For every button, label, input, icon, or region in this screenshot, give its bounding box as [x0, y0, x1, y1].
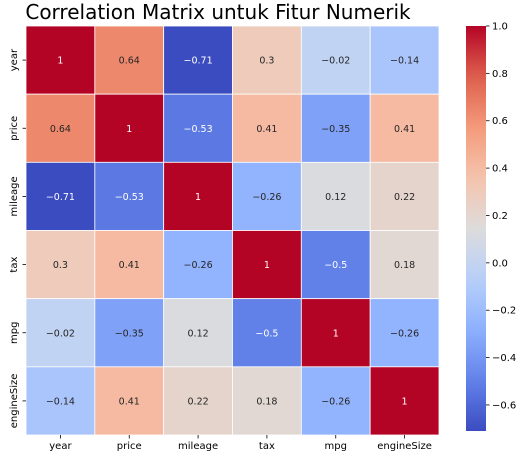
- heatmap-cell-mpg-mpg: [300, 298, 371, 368]
- colorbar-tick-label: −0.4: [492, 353, 516, 364]
- cell-value-label: 0.22: [188, 396, 209, 407]
- cell-value-label: 0.64: [119, 56, 140, 67]
- heatmap-cell-labels: 1 0.64 −0.71 0.3 −0.02 −0.14 0.64 1 −0.53 0.41 −0.…: [46, 56, 419, 408]
- heatmap-cell-mileage-year: [25, 161, 96, 231]
- heatmap-cell-year-mpg: [300, 25, 371, 95]
- cell-value-label: 1: [402, 396, 408, 407]
- y-tick-label: engineSize: [9, 374, 20, 429]
- y-tick-label: mpg: [9, 322, 20, 344]
- cell-value-label: −0.53: [184, 124, 213, 135]
- cell-value-label: 1: [126, 124, 132, 135]
- cell-value-label: −0.35: [115, 328, 144, 339]
- cell-value-label: 0.12: [188, 328, 209, 339]
- y-tick-label: mileage: [9, 176, 20, 216]
- heatmap-cell-mileage-tax: [232, 161, 302, 231]
- cell-value-label: −0.71: [184, 56, 213, 67]
- x-tick-label: mileage: [178, 441, 218, 452]
- cell-value-label: −0.5: [255, 328, 278, 339]
- colorbar-tick-label: −0.2: [492, 306, 516, 317]
- cell-value-label: −0.02: [321, 56, 350, 67]
- chart-title: Correlation Matrix untuk Fitur Numerik: [25, 0, 411, 24]
- cell-value-label: −0.5: [324, 260, 347, 271]
- cell-value-label: −0.26: [390, 328, 419, 339]
- cell-value-label: 0.12: [325, 192, 346, 203]
- colorbar-tick-label: −0.6: [492, 400, 516, 411]
- y-axis: year price mileage tax mpg engineSize: [9, 48, 26, 428]
- cell-value-label: 0.41: [119, 396, 140, 407]
- cell-value-label: −0.14: [390, 56, 419, 67]
- heatmap-cell-mileage-price: [94, 161, 165, 231]
- cell-value-label: −0.53: [115, 192, 144, 203]
- cell-value-label: −0.26: [184, 260, 213, 271]
- y-tick-label: price: [9, 116, 20, 141]
- cell-value-label: 1: [57, 56, 63, 67]
- x-tick-label: tax: [259, 441, 275, 452]
- x-axis: year price mileage tax mpg engineSize: [49, 435, 432, 452]
- cell-value-label: −0.14: [46, 396, 75, 407]
- heatmap-cell-tax-tax: [232, 230, 302, 300]
- x-tick-label: mpg: [325, 441, 347, 452]
- heatmap-cell-year-mileage: [163, 25, 233, 95]
- cell-value-label: 0.64: [50, 124, 71, 135]
- cell-value-label: 0.41: [119, 260, 140, 271]
- heatmap-cell-price-tax: [232, 93, 302, 163]
- x-tick-label: engineSize: [377, 441, 432, 452]
- heatmap-cell-mpg-mileage: [163, 298, 233, 368]
- colorbar-tick-label: 0.4: [492, 164, 508, 175]
- colorbar-tick-label: 0.6: [492, 116, 508, 127]
- heatmap-cells: [25, 25, 440, 436]
- colorbar-tick-label: 0.0: [492, 258, 508, 269]
- cell-value-label: 0.3: [53, 260, 68, 271]
- cell-value-label: 1: [333, 328, 339, 339]
- cell-value-label: 0.18: [256, 396, 277, 407]
- cell-value-label: −0.26: [321, 396, 350, 407]
- cell-value-label: 1: [195, 192, 201, 203]
- colorbar-ticks: 1.0 0.8 0.6 0.4 0.2 0.0 −0.2 −0.4 −0.6: [486, 22, 516, 411]
- cell-value-label: 0.41: [256, 124, 277, 135]
- colorbar-tick-label: 1.0: [492, 22, 508, 33]
- colorbar: [466, 26, 486, 431]
- colorbar-tick-label: 0.2: [492, 211, 508, 222]
- cell-value-label: 1: [264, 260, 270, 271]
- heatmap-cell-year-tax: [232, 25, 302, 95]
- x-tick-label: year: [49, 441, 72, 452]
- heatmap-cell-tax-mpg: [300, 230, 371, 300]
- heatmap-cell-price-engineSize: [369, 93, 440, 163]
- heatmap-cell-tax-engineSize: [369, 230, 440, 300]
- cell-value-label: −0.02: [46, 328, 75, 339]
- cell-value-label: −0.35: [321, 124, 350, 135]
- heatmap-cell-mileage-engineSize: [369, 161, 440, 231]
- cell-value-label: 0.3: [259, 56, 274, 67]
- heatmap-cell-engineSize-year: [25, 366, 96, 436]
- heatmap-cell-mpg-tax: [232, 298, 302, 368]
- cell-value-label: −0.26: [252, 192, 281, 203]
- heatmap-cell-engineSize-engineSize: [369, 366, 440, 436]
- cell-value-label: 0.22: [394, 192, 415, 203]
- heatmap-cell-mpg-year: [25, 298, 96, 368]
- heatmap-cell-mileage-mpg: [300, 161, 371, 231]
- heatmap-cell-tax-price: [94, 230, 165, 300]
- heatmap-cell-engineSize-mpg: [300, 366, 371, 436]
- heatmap-cell-mpg-engineSize: [369, 298, 440, 368]
- heatmap-cell-tax-mileage: [163, 230, 233, 300]
- heatmap-cell-year-year: [25, 25, 96, 95]
- y-tick-label: tax: [9, 257, 20, 273]
- cell-value-label: −0.71: [46, 192, 75, 203]
- heatmap-cell-tax-year: [25, 230, 96, 300]
- x-tick-label: price: [117, 441, 142, 452]
- cell-value-label: 0.41: [394, 124, 415, 135]
- heatmap-cell-price-price: [94, 93, 165, 163]
- cell-value-label: 0.18: [394, 260, 415, 271]
- y-tick-label: year: [9, 48, 20, 71]
- colorbar-tick-label: 0.8: [492, 69, 508, 80]
- heatmap-cell-year-price: [94, 25, 165, 95]
- heatmap-cell-year-engineSize: [369, 25, 440, 95]
